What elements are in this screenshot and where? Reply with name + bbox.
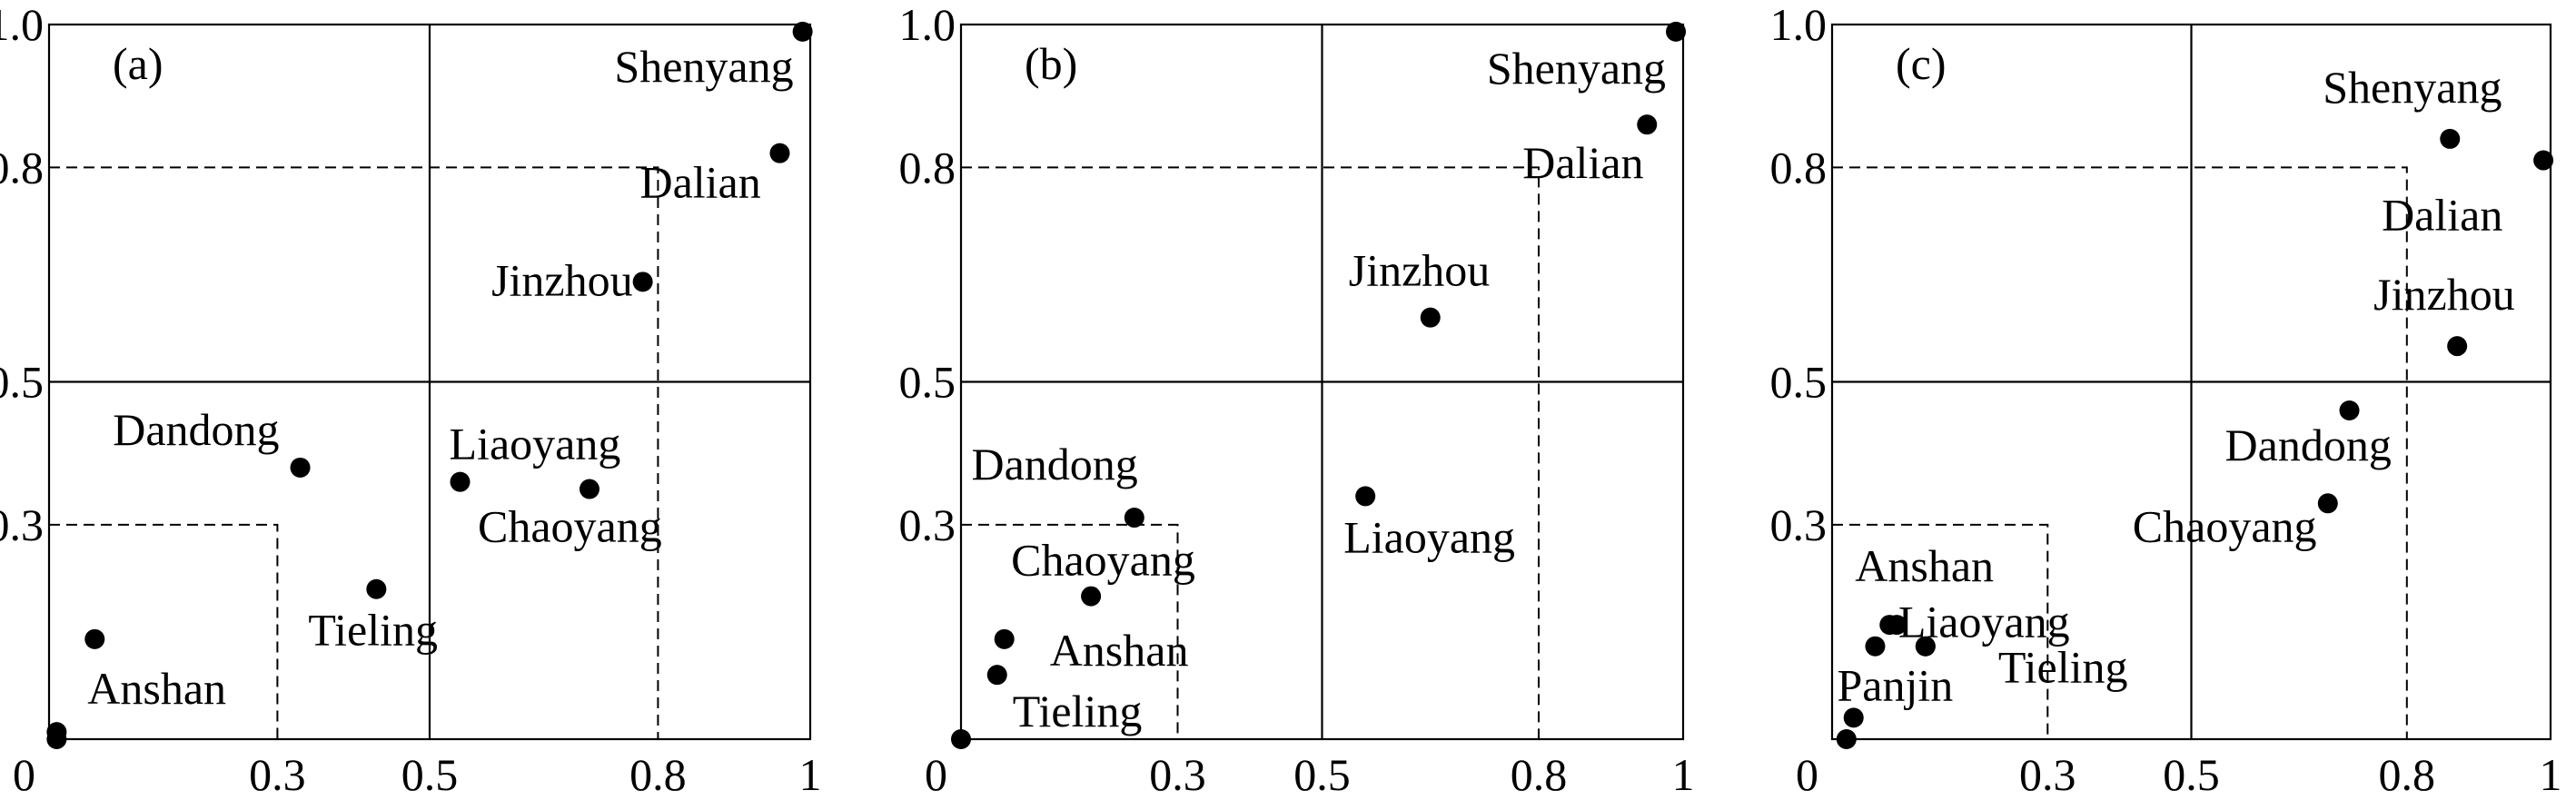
point-label: Chaoyang xyxy=(478,501,662,552)
x-tick-label: 1 xyxy=(799,749,822,800)
x-tick-label: 0.5 xyxy=(1293,749,1351,800)
data-point xyxy=(632,272,653,292)
point-label: Liaoyang xyxy=(1343,511,1515,562)
dashed-threshold-0 xyxy=(961,523,1179,739)
x-tick-label: 0.8 xyxy=(2379,749,2436,800)
point-label: Dalian xyxy=(2382,190,2502,241)
y-tick-label: 0.5 xyxy=(1770,357,1828,408)
x-tick-label: 0 xyxy=(925,749,947,800)
dashed-threshold-0 xyxy=(49,523,279,739)
panel-1: 0 0.3 0.5 0.8 1 1.0 0.8 0.5 0.3 (b) Shenyang Dalian… xyxy=(899,0,1695,800)
y-tick-label: 0.3 xyxy=(0,499,44,550)
data-point xyxy=(769,143,790,163)
data-point xyxy=(1836,729,1857,749)
data-point xyxy=(366,578,387,599)
y-tick-label: 0.5 xyxy=(0,357,44,408)
y-tick-label: 0.8 xyxy=(0,142,44,193)
data-point xyxy=(2533,150,2554,171)
panel-2: 0 0.3 0.5 0.8 1 1.0 0.8 0.5 0.3 (c) Shenyang Dalian… xyxy=(1770,0,2562,800)
point-label: Chaoyang xyxy=(2133,500,2317,551)
y-tick-label: 0.8 xyxy=(1770,142,1828,193)
data-point xyxy=(1637,114,1658,135)
dashed-threshold-1 xyxy=(961,166,1540,739)
data-point xyxy=(2339,400,2360,420)
data-point xyxy=(951,729,971,749)
point-label: Tieling xyxy=(1013,686,1143,736)
point-label: Anshan xyxy=(87,663,226,714)
data-point xyxy=(2440,128,2461,149)
y-tick-label: 1.0 xyxy=(899,0,956,50)
dashed-threshold-1 xyxy=(49,166,659,739)
x-tick-label: 0.3 xyxy=(249,749,306,800)
point-label: Dandong xyxy=(113,404,279,455)
y-tick-label: 1.0 xyxy=(1770,0,1828,50)
data-point xyxy=(1887,615,1907,636)
point-label: Anshan xyxy=(1050,625,1189,676)
data-point xyxy=(84,628,105,649)
point-label: Tieling xyxy=(308,605,438,656)
data-point xyxy=(1355,486,1376,507)
x-tick-label: 1 xyxy=(1672,749,1695,800)
point-label: Jinzhou xyxy=(1349,245,1491,296)
data-point xyxy=(1915,636,1936,657)
x-tick-label: 0 xyxy=(13,749,35,800)
y-tick-label: 0.3 xyxy=(1770,499,1828,550)
data-point xyxy=(579,479,599,499)
point-label: Panjin xyxy=(1837,660,1953,711)
y-tick-label: 1.0 xyxy=(0,0,44,50)
x-tick-label: 0.5 xyxy=(401,749,459,800)
point-label: Dalian xyxy=(1522,137,1643,188)
panel-0: 0 0.3 0.5 0.8 1 1.0 0.8 0.5 0.3 (a) Shenyang Dalian… xyxy=(0,0,822,800)
panel-label: (a) xyxy=(113,38,163,89)
data-point xyxy=(1865,636,1886,657)
dashed-threshold-1 xyxy=(1832,166,2408,739)
data-point xyxy=(994,628,1015,649)
point-label: Shenyang xyxy=(1487,43,1666,94)
x-tick-label: 0.8 xyxy=(1511,749,1568,800)
point-label: Liaoyang xyxy=(450,419,621,469)
point-label: Shenyang xyxy=(2323,62,2502,113)
data-point xyxy=(986,665,1007,686)
panel-label: (c) xyxy=(1896,38,1947,89)
data-point xyxy=(2317,493,2338,514)
x-tick-label: 0.3 xyxy=(1149,749,1206,800)
data-point xyxy=(1420,307,1441,328)
dashed-threshold-0 xyxy=(1832,523,2049,739)
data-point xyxy=(2447,336,2468,357)
data-point xyxy=(450,471,471,492)
point-label: Dandong xyxy=(971,439,1137,489)
data-point xyxy=(290,457,311,478)
y-tick-label: 0.8 xyxy=(899,142,956,193)
x-tick-label: 1 xyxy=(2540,749,2562,800)
point-label: Tieling xyxy=(1998,642,2128,693)
point-label: Dandong xyxy=(2225,420,2392,470)
y-tick-label: 0.5 xyxy=(899,357,956,408)
data-point xyxy=(46,729,67,749)
point-label: Shenyang xyxy=(614,41,793,92)
x-tick-label: 0 xyxy=(1796,749,1818,800)
point-label: Chaoyang xyxy=(1011,535,1195,586)
data-point xyxy=(1843,707,1864,728)
point-label: Jinzhou xyxy=(491,254,633,305)
point-label: Anshan xyxy=(1855,540,1994,591)
point-label: Dalian xyxy=(639,157,760,208)
x-tick-label: 0.5 xyxy=(2163,749,2220,800)
y-tick-label: 0.3 xyxy=(899,499,956,550)
x-tick-label: 0.8 xyxy=(629,749,687,800)
data-point xyxy=(792,21,813,42)
data-point xyxy=(1666,21,1687,42)
point-label: Jinzhou xyxy=(2373,269,2515,320)
x-tick-label: 0.3 xyxy=(2019,749,2076,800)
panel-label: (b) xyxy=(1025,38,1077,89)
data-point xyxy=(1081,586,1102,607)
data-point xyxy=(1124,508,1144,528)
